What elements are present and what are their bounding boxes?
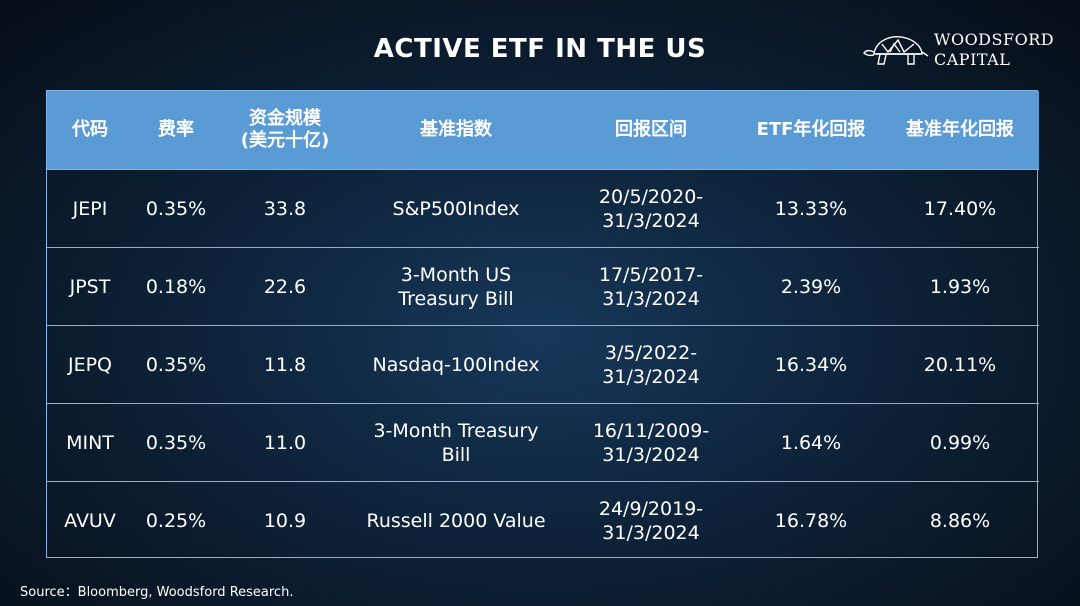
cell-code: MINT [47,403,133,482]
cell-benchmark: 3-Month US Treasury Bill [351,247,561,326]
cell-return-period: 17/5/2017- 31/3/2024 [561,247,741,326]
cell-benchmark: Russell 2000 Value [351,481,561,559]
cell-return-period: 16/11/2009- 31/3/2024 [561,403,741,482]
cell-fund-size: 22.6 [219,247,351,326]
table-row: JPST 0.18% 22.6 3-Month US Treasury Bill… [47,247,1039,326]
source-note: Source：Bloomberg, Woodsford Research. [20,585,294,600]
etf-table: 代码 费率 资金规模 (美元十亿) 基准指数 回报区间 ETF年化回报 基准年化… [47,91,1039,559]
cell-fund-size: 11.0 [219,403,351,482]
cell-code: JEPI [47,169,133,248]
cell-expense-ratio: 0.35% [133,169,219,248]
cell-expense-ratio: 0.35% [133,325,219,404]
etf-table-container: 代码 费率 资金规模 (美元十亿) 基准指数 回报区间 ETF年化回报 基准年化… [46,90,1039,559]
cell-benchmark-return: 1.93% [881,247,1039,326]
table-row: AVUV 0.25% 10.9 Russell 2000 Value 24/9/… [47,481,1039,559]
cell-benchmark: Nasdaq-100Index [351,325,561,404]
cell-return-period: 20/5/2020- 31/3/2024 [561,169,741,248]
cell-expense-ratio: 0.35% [133,403,219,482]
cell-benchmark-return: 0.99% [881,403,1039,482]
cell-etf-return: 16.78% [741,481,881,559]
cell-return-period: 3/5/2022- 31/3/2024 [561,325,741,404]
tortoise-icon [863,36,929,65]
cell-benchmark: S&P500Index [351,169,561,248]
cell-etf-return: 2.39% [741,247,881,326]
header-etf-annual-return: ETF年化回报 [741,91,881,170]
header-benchmark-annual-return: 基准年化回报 [881,91,1039,170]
cell-fund-size: 10.9 [219,481,351,559]
header-fund-size: 资金规模 (美元十亿) [219,91,351,170]
cell-code: JEPQ [47,325,133,404]
cell-fund-size: 33.8 [219,169,351,248]
logo-wordmark-top: WOODSFORD [934,30,1055,49]
cell-code: AVUV [47,481,133,559]
cell-benchmark-return: 17.40% [881,169,1039,248]
company-logo: WOODSFORD CAPITAL [862,30,1062,72]
table-row: JEPI 0.35% 33.8 S&P500Index 20/5/2020- 3… [47,169,1039,248]
table-row: JEPQ 0.35% 11.8 Nasdaq-100Index 3/5/2022… [47,325,1039,404]
cell-code: JPST [47,247,133,326]
cell-etf-return: 16.34% [741,325,881,404]
cell-fund-size: 11.8 [219,325,351,404]
cell-benchmark: 3-Month Treasury Bill [351,403,561,482]
header-return-period: 回报区间 [561,91,741,170]
cell-return-period: 24/9/2019- 31/3/2024 [561,481,741,559]
cell-expense-ratio: 0.25% [133,481,219,559]
header-expense-ratio: 费率 [133,91,219,170]
cell-benchmark-return: 8.86% [881,481,1039,559]
cell-etf-return: 13.33% [741,169,881,248]
header-code: 代码 [47,91,133,170]
page-title: ACTIVE ETF IN THE US [373,34,707,64]
cell-expense-ratio: 0.18% [133,247,219,326]
cell-benchmark-return: 20.11% [881,325,1039,404]
logo-wordmark-bottom: CAPITAL [934,50,1011,69]
header-benchmark: 基准指数 [351,91,561,170]
cell-etf-return: 1.64% [741,403,881,482]
table-header-row: 代码 费率 资金规模 (美元十亿) 基准指数 回报区间 ETF年化回报 基准年化… [47,91,1039,170]
table-row: MINT 0.35% 11.0 3-Month Treasury Bill 16… [47,403,1039,482]
